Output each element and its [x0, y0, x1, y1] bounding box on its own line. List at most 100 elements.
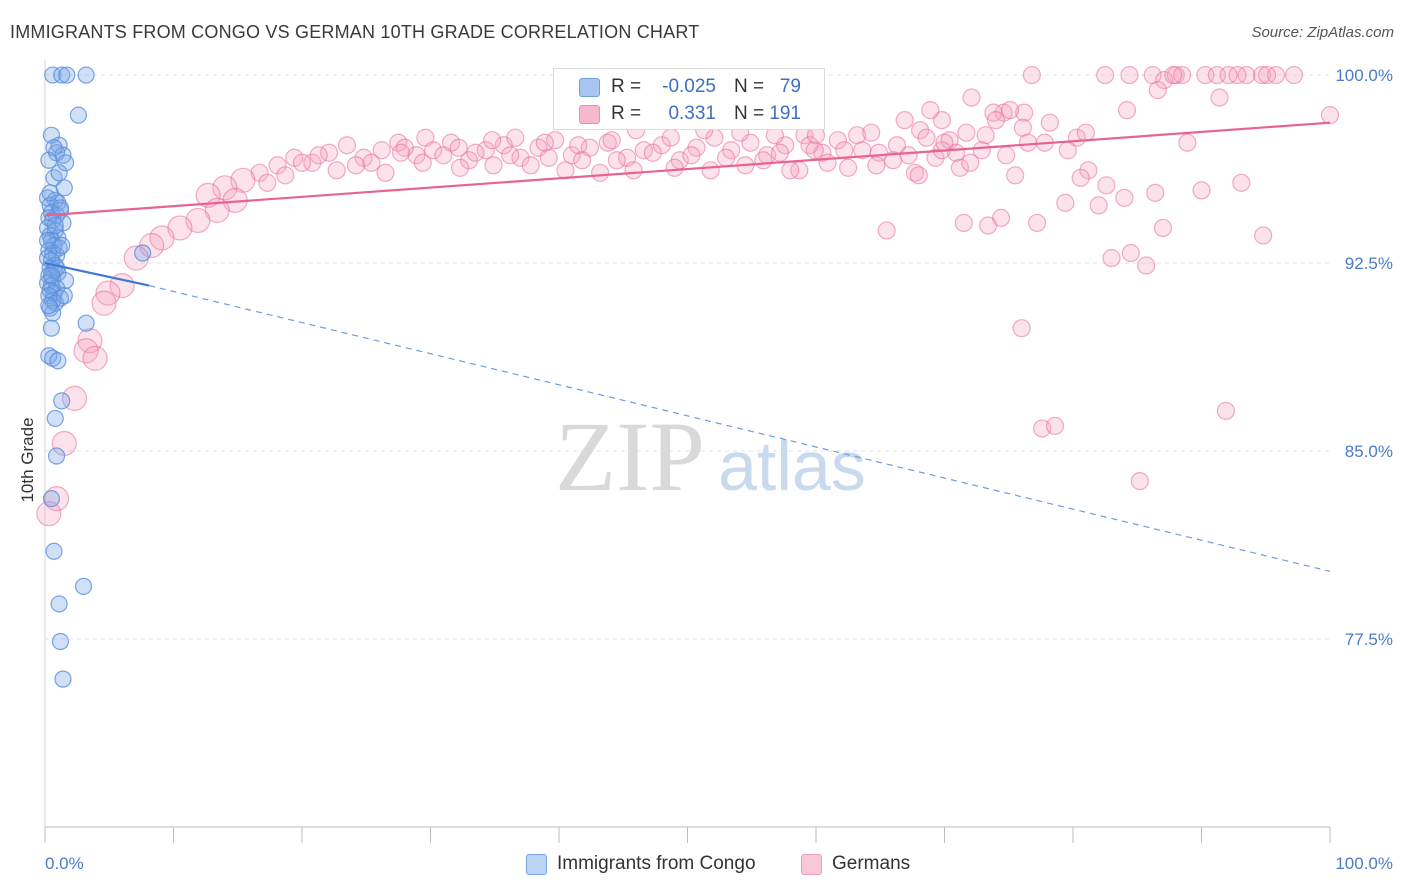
point-germans	[292, 153, 312, 172]
point-germans	[95, 280, 121, 306]
legend-item-congo[interactable]: Immigrants from Congo	[526, 852, 786, 878]
point-germans	[506, 128, 525, 147]
point-germans	[309, 146, 328, 165]
trend-line-congo-extension	[148, 285, 1331, 572]
point-germans	[1232, 173, 1251, 192]
point-germans	[754, 151, 773, 170]
point-germans	[1097, 176, 1116, 195]
point-germans	[82, 345, 108, 371]
point-germans	[1210, 88, 1229, 107]
trend-line-congo	[44, 261, 150, 287]
y-tick-labels: 77.5% 85.0% 92.5% 100.0%	[1335, 66, 1393, 649]
point-germans	[1153, 218, 1173, 238]
point-germans	[1012, 319, 1031, 338]
legend-swatch-germans	[801, 854, 822, 875]
point-congo	[38, 231, 57, 250]
point-germans	[950, 158, 970, 177]
y-axis-label: 10th Grade	[18, 417, 37, 502]
point-germans	[661, 128, 680, 147]
point-germans	[484, 156, 503, 175]
point-congo	[51, 632, 70, 651]
point-germans	[521, 156, 540, 175]
point-germans	[1045, 416, 1065, 436]
point-congo	[69, 106, 88, 124]
point-congo	[54, 670, 72, 688]
point-congo	[55, 287, 73, 305]
point-germans	[1120, 65, 1139, 85]
point-germans	[1178, 133, 1197, 152]
point-germans	[372, 141, 391, 160]
point-germans	[643, 143, 662, 162]
series-legend: Immigrants from Congo Germans	[0, 852, 1406, 878]
point-germans	[921, 101, 940, 120]
point-germans	[1121, 243, 1140, 263]
point-germans	[935, 133, 954, 152]
point-germans	[434, 146, 453, 165]
point-congo	[51, 199, 70, 217]
point-germans	[962, 88, 981, 107]
point-germans	[976, 126, 995, 145]
point-congo	[134, 244, 152, 262]
point-germans	[327, 161, 346, 180]
point-germans	[867, 156, 886, 175]
point-germans	[986, 111, 1006, 130]
x-tick-label: 0.0%	[45, 854, 84, 873]
point-congo	[50, 164, 68, 182]
point-germans	[109, 272, 135, 299]
point-germans	[36, 501, 62, 527]
point-congo	[53, 66, 71, 84]
point-germans	[1058, 141, 1077, 160]
correlation-legend: R = -0.025 N = 79 R = 0.331 N = 191	[553, 68, 825, 130]
legend-row-congo: R = -0.025 N = 79	[554, 74, 824, 100]
point-germans	[957, 123, 976, 142]
point-germans	[909, 166, 928, 185]
point-germans	[917, 128, 936, 147]
point-congo	[47, 447, 66, 465]
watermark: ZIP atlas	[555, 401, 866, 512]
point-germans	[591, 163, 610, 182]
y-tick-label: 100.0%	[1335, 66, 1393, 85]
legend-label-congo: Immigrants from Congo	[557, 853, 756, 874]
point-germans	[1192, 181, 1211, 200]
point-congo	[49, 352, 67, 370]
point-congo	[77, 314, 95, 332]
point-germans	[212, 175, 238, 201]
point-germans	[1079, 161, 1098, 180]
point-germans	[466, 143, 485, 162]
series-germans-points	[36, 65, 1340, 527]
point-germans	[665, 158, 684, 177]
point-germans	[539, 148, 558, 167]
point-germans	[391, 143, 411, 162]
series-congo-points	[38, 66, 152, 688]
point-congo	[42, 319, 61, 337]
point-germans	[450, 158, 470, 177]
point-germans	[556, 161, 575, 180]
point-congo	[58, 66, 76, 84]
trend-lines	[44, 121, 1331, 572]
legend-item-germans[interactable]: Germans	[801, 852, 931, 878]
legend-n-value-germans: 191	[769, 103, 801, 124]
point-germans	[926, 148, 945, 167]
point-congo	[41, 184, 59, 202]
point-germans	[1228, 65, 1247, 85]
point-germans	[954, 213, 973, 233]
point-germans	[501, 146, 520, 165]
point-germans	[1102, 248, 1121, 268]
point-germans	[862, 123, 881, 142]
point-germans	[835, 141, 854, 160]
chart-title: IMMIGRANTS FROM CONGO VS GERMAN 10TH GRA…	[10, 22, 700, 42]
point-germans	[853, 141, 872, 160]
point-germans	[1096, 65, 1115, 85]
point-germans	[1148, 80, 1167, 100]
point-congo	[45, 139, 63, 157]
legend-swatch-congo	[579, 78, 600, 97]
point-germans	[1130, 471, 1149, 491]
point-germans	[346, 156, 366, 175]
point-germans	[997, 146, 1016, 165]
legend-row-germans: R = 0.331 N = 191	[554, 101, 824, 127]
legend-r-label: R =	[611, 76, 642, 97]
point-germans	[1117, 101, 1137, 120]
point-germans	[483, 131, 502, 150]
point-germans	[828, 131, 847, 150]
